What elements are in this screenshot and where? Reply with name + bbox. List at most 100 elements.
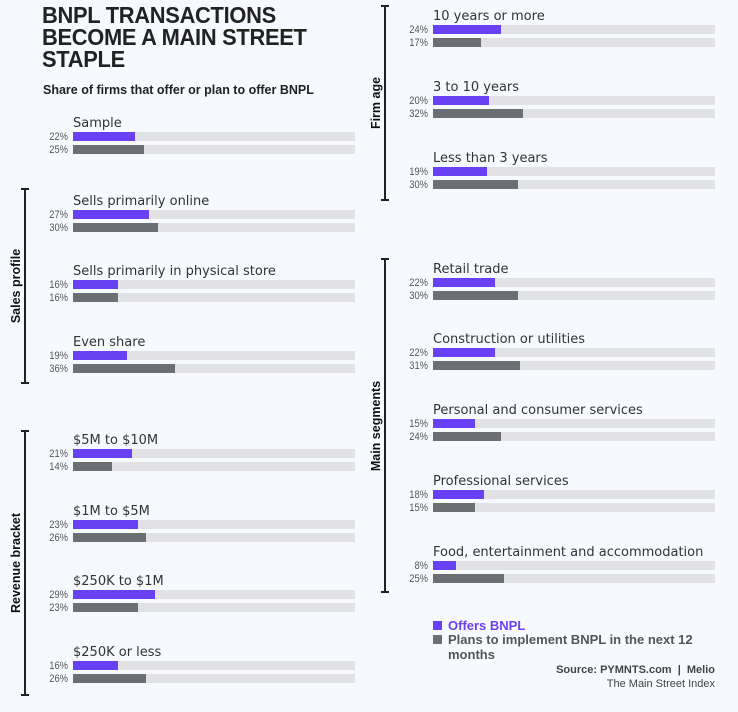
bar-plans xyxy=(433,432,501,441)
bar-track xyxy=(73,210,355,219)
value-label-offers: 19% xyxy=(409,166,428,178)
bar-plans xyxy=(433,291,518,300)
group-label: Sells primarily online xyxy=(73,194,210,209)
section-label: Sales profile xyxy=(9,244,23,328)
bar-plans xyxy=(73,674,147,683)
group-label: Construction or utilities xyxy=(433,332,585,347)
bar-track xyxy=(433,561,715,570)
group-label: Retail trade xyxy=(433,262,509,277)
section-label: Main segments xyxy=(369,376,383,475)
value-label-offers: 20% xyxy=(409,95,428,107)
bar-offers xyxy=(73,132,136,141)
value-label-offers: 15% xyxy=(409,418,428,430)
value-label-plans: 36% xyxy=(49,363,68,375)
value-label-plans: 17% xyxy=(409,37,428,49)
bar-track xyxy=(73,449,355,458)
bar-plans xyxy=(73,223,158,232)
bar-track xyxy=(433,278,715,287)
bar-offers xyxy=(73,661,119,670)
bar-track xyxy=(433,291,715,300)
group-label: $250K to $1M xyxy=(73,574,164,589)
bar-offers xyxy=(433,348,496,357)
value-label-offers: 29% xyxy=(49,589,68,601)
group-label: Even share xyxy=(73,335,146,350)
bar-track xyxy=(73,145,355,154)
bracket-sales-profile xyxy=(21,188,29,384)
bar-plans xyxy=(433,574,504,583)
bar-offers xyxy=(73,520,138,529)
value-label-offers: 8% xyxy=(414,560,428,572)
bar-track xyxy=(433,25,715,34)
bar-track xyxy=(433,180,715,189)
bracket-revenue-bracket xyxy=(21,430,29,696)
value-label-plans: 31% xyxy=(409,360,428,372)
value-label-offers: 22% xyxy=(409,347,428,359)
bar-plans xyxy=(73,364,175,373)
bar-track xyxy=(73,590,355,599)
legend-label-offers: Offers BNPL xyxy=(448,618,526,633)
bar-track xyxy=(433,574,715,583)
group-label: Personal and consumer services xyxy=(433,403,643,418)
legend-swatch-plans xyxy=(433,635,442,644)
group-label: $250K or less xyxy=(73,645,162,660)
bar-offers xyxy=(73,351,127,360)
bar-plans xyxy=(433,180,518,189)
value-label-offers: 16% xyxy=(49,660,68,672)
group-label: $1M to $5M xyxy=(73,504,150,519)
value-label-plans: 26% xyxy=(49,673,68,685)
value-label-offers: 19% xyxy=(49,350,68,362)
bar-offers xyxy=(433,25,501,34)
value-label-offers: 27% xyxy=(49,209,68,221)
value-label-plans: 16% xyxy=(49,292,68,304)
group-label: Professional services xyxy=(433,474,569,489)
value-label-offers: 21% xyxy=(49,448,68,460)
value-label-plans: 23% xyxy=(49,602,68,614)
bar-plans xyxy=(73,145,144,154)
bar-offers xyxy=(433,278,496,287)
value-label-offers: 22% xyxy=(49,131,68,143)
bar-plans xyxy=(433,503,476,512)
value-label-offers: 23% xyxy=(49,519,68,531)
value-label-plans: 25% xyxy=(49,144,68,156)
bar-offers xyxy=(433,419,476,428)
legend-swatch-offers xyxy=(433,621,442,630)
bar-track xyxy=(73,223,355,232)
group-label: $5M to $10M xyxy=(73,433,159,448)
chart-title: BNPL TRANSACTIONS BECOME A MAIN STREET S… xyxy=(42,2,307,72)
group-label: Food, entertainment and accommodation xyxy=(433,545,704,560)
group-label: Sample xyxy=(73,116,122,131)
bar-track xyxy=(433,167,715,176)
legend-offers: Offers BNPL xyxy=(433,618,525,633)
bar-track xyxy=(73,520,355,529)
bar-plans xyxy=(433,38,481,47)
bracket-main-segments xyxy=(381,258,389,593)
value-label-plans: 30% xyxy=(49,222,68,234)
bar-offers xyxy=(433,490,484,499)
group-label: 10 years or more xyxy=(433,9,545,24)
bar-track xyxy=(73,462,355,471)
bar-track xyxy=(73,293,355,302)
bar-plans xyxy=(433,109,524,118)
bar-plans xyxy=(73,533,147,542)
bar-track xyxy=(433,503,715,512)
bar-track xyxy=(73,351,355,360)
bar-track xyxy=(433,419,715,428)
value-label-offers: 18% xyxy=(409,489,428,501)
bar-offers xyxy=(73,449,133,458)
bar-track xyxy=(73,364,355,373)
value-label-offers: 22% xyxy=(409,277,428,289)
value-label-offers: 16% xyxy=(49,279,68,291)
legend-label-plans: Plans to implement BNPL in the next 12 m… xyxy=(448,632,693,662)
bar-track xyxy=(73,603,355,612)
value-label-plans: 32% xyxy=(409,108,428,120)
section-label: Firm age xyxy=(369,72,383,134)
value-label-plans: 15% xyxy=(409,502,428,514)
bar-plans xyxy=(433,361,521,370)
group-label: Sells primarily in physical store xyxy=(73,264,276,279)
value-label-plans: 30% xyxy=(409,179,428,191)
bar-offers xyxy=(433,561,456,570)
bar-track xyxy=(433,432,715,441)
bar-offers xyxy=(73,280,119,289)
bar-track xyxy=(73,661,355,670)
